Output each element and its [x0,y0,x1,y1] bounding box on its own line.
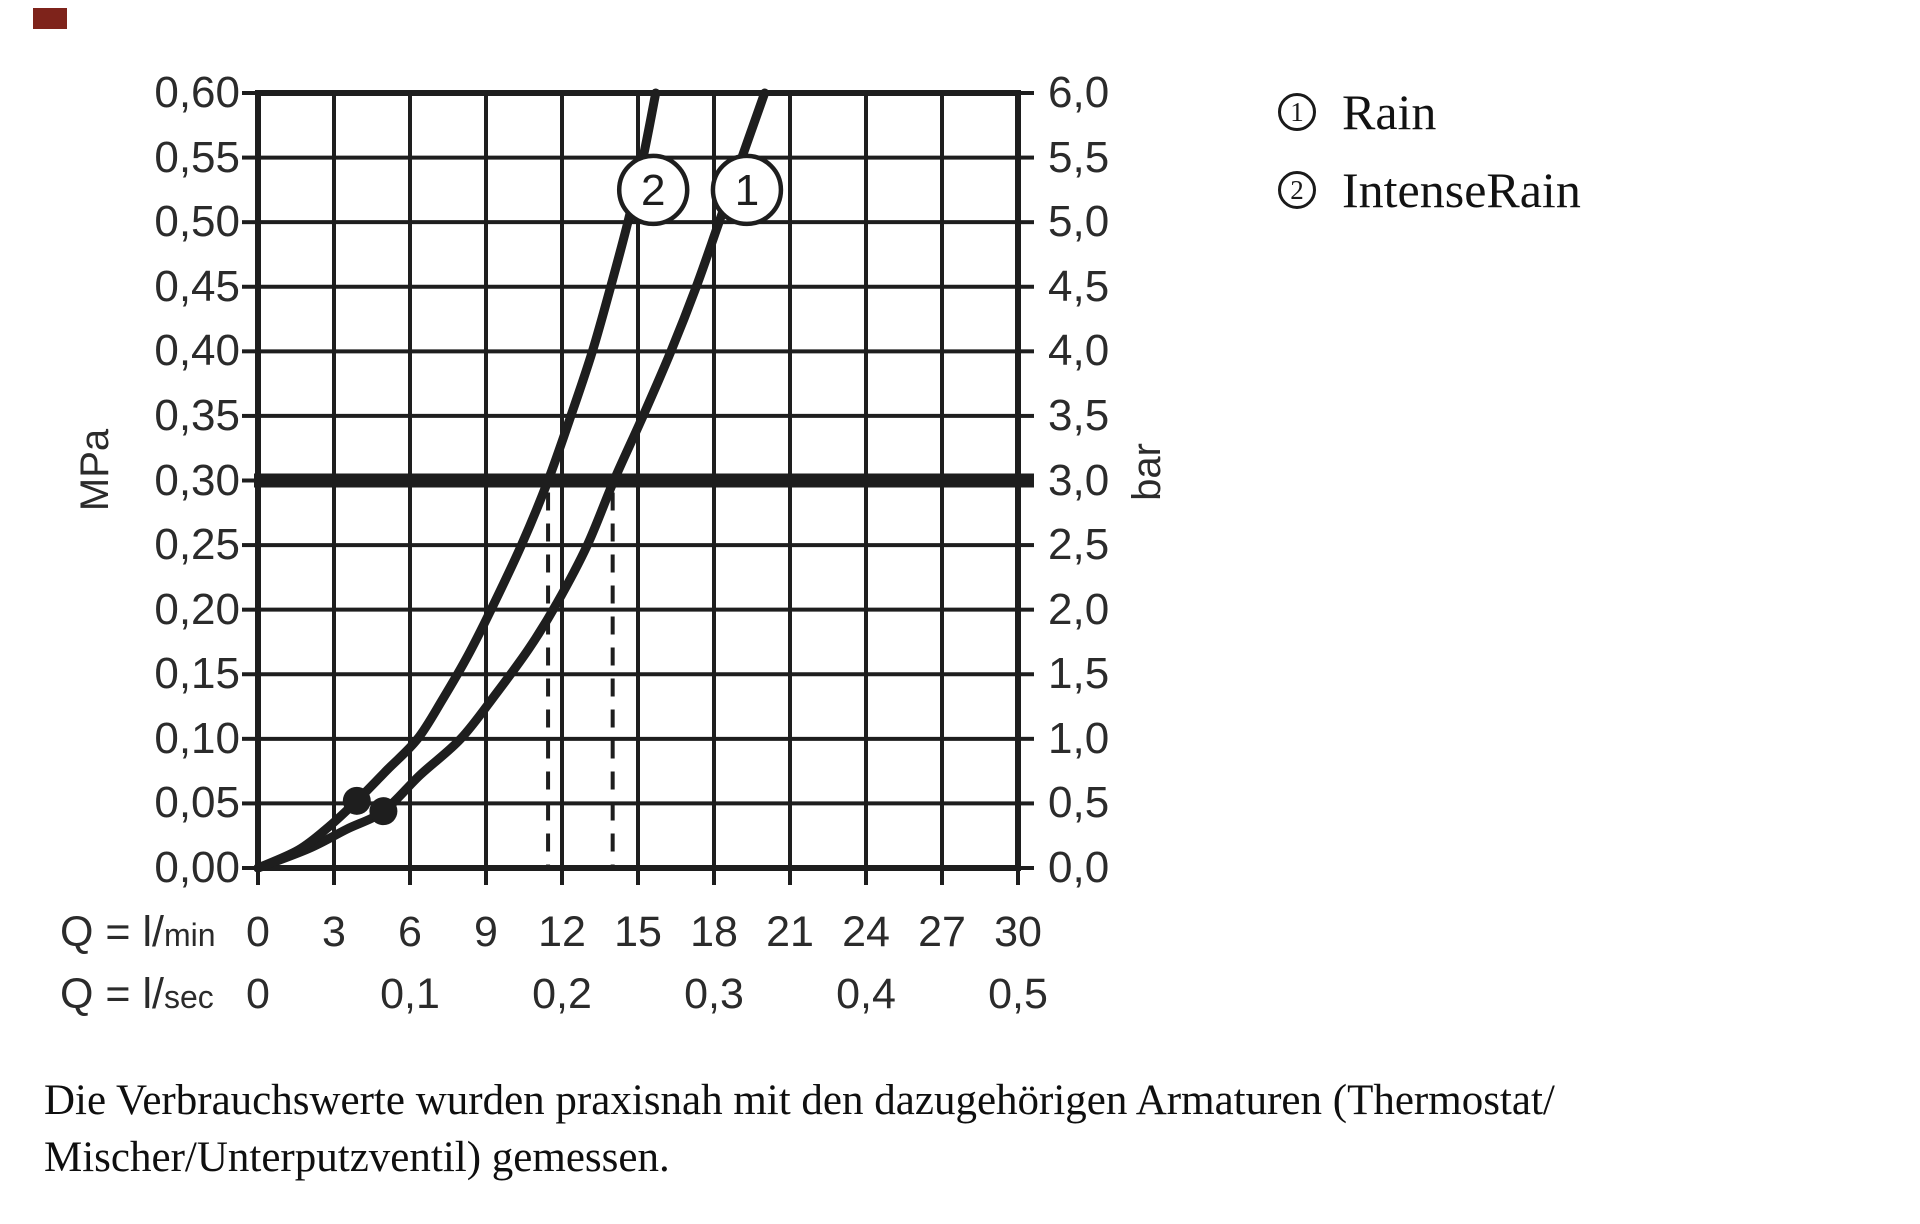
y-tick-label-bar: 5,5 [1048,132,1110,182]
legend: 1 Rain 2 IntenseRain [1278,84,1581,242]
x-axis-unit-prefix2: Q = l/ [60,970,164,1018]
circled-1-icon: 1 [1278,93,1316,131]
y-tick-label-bar: 2,5 [1048,520,1110,570]
y-tick-label-mpa: 0,40 [154,326,240,376]
y-tick-label-bar: 2,0 [1048,584,1110,634]
x-tick-label-lmin: 12 [538,908,586,956]
x-tick-label-lmin: 21 [766,908,814,956]
x-tick-label-lsec: 0,1 [380,970,440,1018]
y-tick-label-bar: 3,5 [1048,390,1110,440]
y-tick-label-bar: 5,0 [1048,197,1110,247]
y-tick-label-mpa: 0,50 [154,197,240,247]
y-tick-label-mpa: 0,05 [154,778,240,828]
x-tick-label-lmin: 18 [690,908,738,956]
x-axis-unit-lsec: Q = l/sec [60,970,214,1018]
y-tick-label-bar: 6,0 [1048,68,1110,117]
dot-marker-rain [369,797,398,826]
y-tick-label-mpa: 0,25 [154,520,240,570]
x-axis-unit-min: min [163,917,216,953]
y-tick-label-mpa: 0,20 [154,584,240,634]
corner-marker [33,8,67,29]
x-tick-label-lmin: 9 [474,908,498,956]
y-tick-label-mpa: 0,60 [154,68,240,117]
x-tick-label-lsec: 0,3 [684,970,744,1018]
x-tick-label-lsec: 0,4 [836,970,896,1018]
dot-marker-intenserain [342,786,371,815]
footnote-line-1: Die Verbrauchswerte wurden praxisnah mit… [44,1077,1555,1124]
y-tick-label-bar: 4,5 [1048,261,1110,311]
y-tick-label-bar: 4,0 [1048,326,1110,376]
curve-label-number-1: 1 [735,166,759,215]
x-tick-label-lsec: 0 [246,970,270,1018]
y-tick-label-bar: 0,5 [1048,778,1110,828]
x-tick-label-lmin: 0 [246,908,270,956]
curve-label-circle-1 [710,153,784,227]
x-axis-unit-lmin: Q = l/min [60,908,216,956]
legend-label-intenserain: IntenseRain [1342,162,1581,218]
circled-2-icon: 2 [1278,171,1316,209]
x-tick-label-lsec: 0,5 [988,970,1048,1018]
y-tick-label-bar: 3,0 [1048,455,1110,505]
legend-item-rain: 1 Rain [1278,84,1581,140]
y-tick-label-mpa: 0,45 [154,261,240,311]
x-tick-label-lmin: 27 [918,908,966,956]
x-tick-label-lmin: 15 [614,908,662,956]
y-tick-label-bar: 0,0 [1048,843,1110,892]
y-tick-label-mpa: 0,10 [154,713,240,763]
x-tick-label-lmin: 30 [994,908,1042,956]
curve-label-number-2: 2 [641,166,665,215]
y-tick-label-mpa: 0,35 [154,390,240,440]
x-tick-label-lmin: 3 [322,908,346,956]
y-tick-label-mpa: 0,15 [154,649,240,699]
footnote: Die Verbrauchswerte wurden praxisnah mit… [44,1072,1555,1186]
x-axis-unit-sec: sec [163,979,214,1015]
y-tick-label-bar: 1,5 [1048,649,1110,699]
legend-label-rain: Rain [1342,84,1437,140]
y-tick-label-mpa: 0,30 [154,455,240,505]
curve-label-circle-2 [616,153,690,227]
x-axis-unit-prefix: Q = l/ [60,908,164,956]
y-tick-label-bar: 1,0 [1048,713,1110,763]
footnote-line-2: Mischer/Unterputzventil) gemessen. [44,1134,670,1181]
x-tick-label-lmin: 24 [842,908,890,956]
x-tick-label-lsec: 0,2 [532,970,592,1018]
legend-item-intenserain: 2 IntenseRain [1278,162,1581,218]
y-tick-label-mpa: 0,00 [154,843,240,892]
y-tick-label-mpa: 0,55 [154,132,240,182]
x-tick-label-lmin: 6 [398,908,422,956]
